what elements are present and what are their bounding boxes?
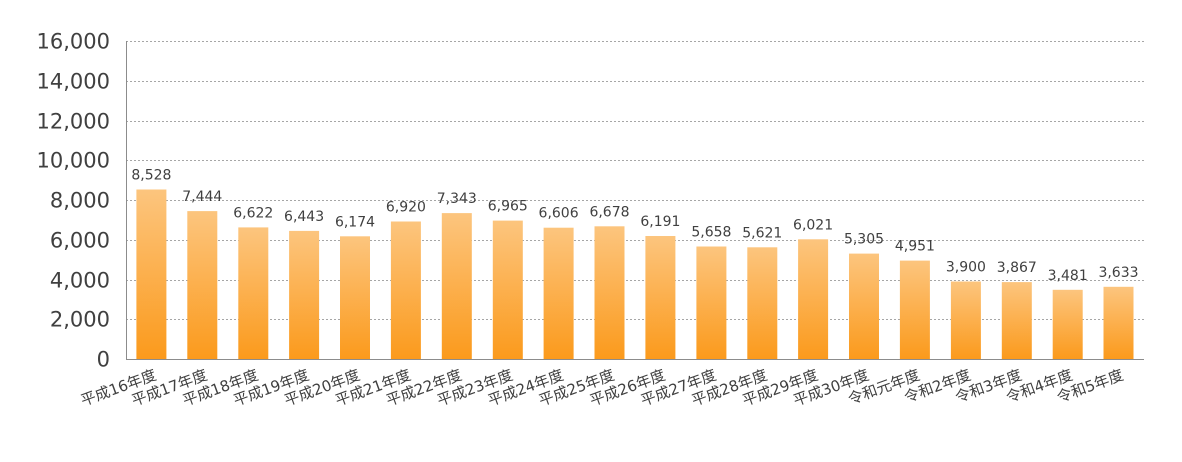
- data-label: 3,633: [1098, 265, 1138, 281]
- data-label: 6,606: [539, 206, 579, 222]
- data-label: 3,867: [997, 260, 1037, 276]
- y-tick-label: 0: [97, 348, 110, 372]
- y-tick-label: 2,000: [50, 308, 110, 332]
- bar: [747, 247, 778, 359]
- y-tick-label: 14,000: [37, 70, 110, 94]
- bar: [238, 227, 269, 359]
- bar: [492, 220, 523, 359]
- y-axis-tick-labels: 0 2,000 4,000 6,000 8,000 10,000 12,000 14,000 1…: [37, 30, 110, 372]
- bar: [441, 213, 472, 359]
- y-tick-label: 16,000: [37, 30, 110, 54]
- gridlines: [126, 41, 1144, 320]
- data-labels: 8,528 7,444 6,622 6,443 6,174 6,920 7,343 6,965…: [131, 168, 1138, 284]
- bar: [136, 189, 167, 359]
- data-label: 6,021: [793, 217, 833, 233]
- data-label: 5,658: [691, 225, 731, 241]
- data-label: 6,920: [386, 200, 426, 216]
- y-tick-label: 10,000: [37, 149, 110, 173]
- data-label: 8,528: [131, 168, 171, 184]
- data-label: 3,900: [946, 260, 986, 276]
- bar: [849, 253, 879, 359]
- bar: [340, 236, 370, 359]
- data-label: 6,443: [284, 209, 324, 225]
- bar: [696, 246, 727, 359]
- axes: [126, 41, 1144, 360]
- bar: [645, 236, 676, 359]
- bar: [950, 281, 981, 359]
- data-label: 5,305: [844, 232, 884, 248]
- data-label: 7,444: [182, 189, 222, 205]
- bar: [1052, 289, 1083, 359]
- data-label: 6,622: [233, 205, 273, 221]
- bars: [136, 189, 1134, 359]
- bar: [1103, 286, 1134, 359]
- bar: [390, 221, 421, 359]
- data-label: 3,481: [1048, 268, 1088, 284]
- y-tick-label: 8,000: [50, 189, 110, 213]
- bar: [594, 226, 625, 359]
- data-label: 6,174: [335, 214, 375, 230]
- y-tick-label: 4,000: [50, 269, 110, 293]
- x-axis-tick-labels: 平成16年度平成17年度平成18年度平成19年度平成20年度平成21年度平成22…: [78, 366, 1126, 410]
- data-label: 4,951: [895, 239, 935, 255]
- data-label: 6,965: [488, 199, 528, 215]
- data-label: 6,678: [589, 204, 629, 220]
- bar: [798, 239, 829, 359]
- data-label: 6,191: [640, 214, 680, 230]
- bar: [187, 211, 218, 359]
- bar: [543, 227, 574, 359]
- y-tick-label: 6,000: [50, 229, 110, 253]
- bar: [1001, 282, 1032, 359]
- bar: [289, 230, 320, 359]
- y-tick-label: 12,000: [37, 110, 110, 134]
- bar: [899, 260, 930, 359]
- data-label: 7,343: [437, 191, 477, 207]
- data-label: 5,621: [742, 225, 782, 241]
